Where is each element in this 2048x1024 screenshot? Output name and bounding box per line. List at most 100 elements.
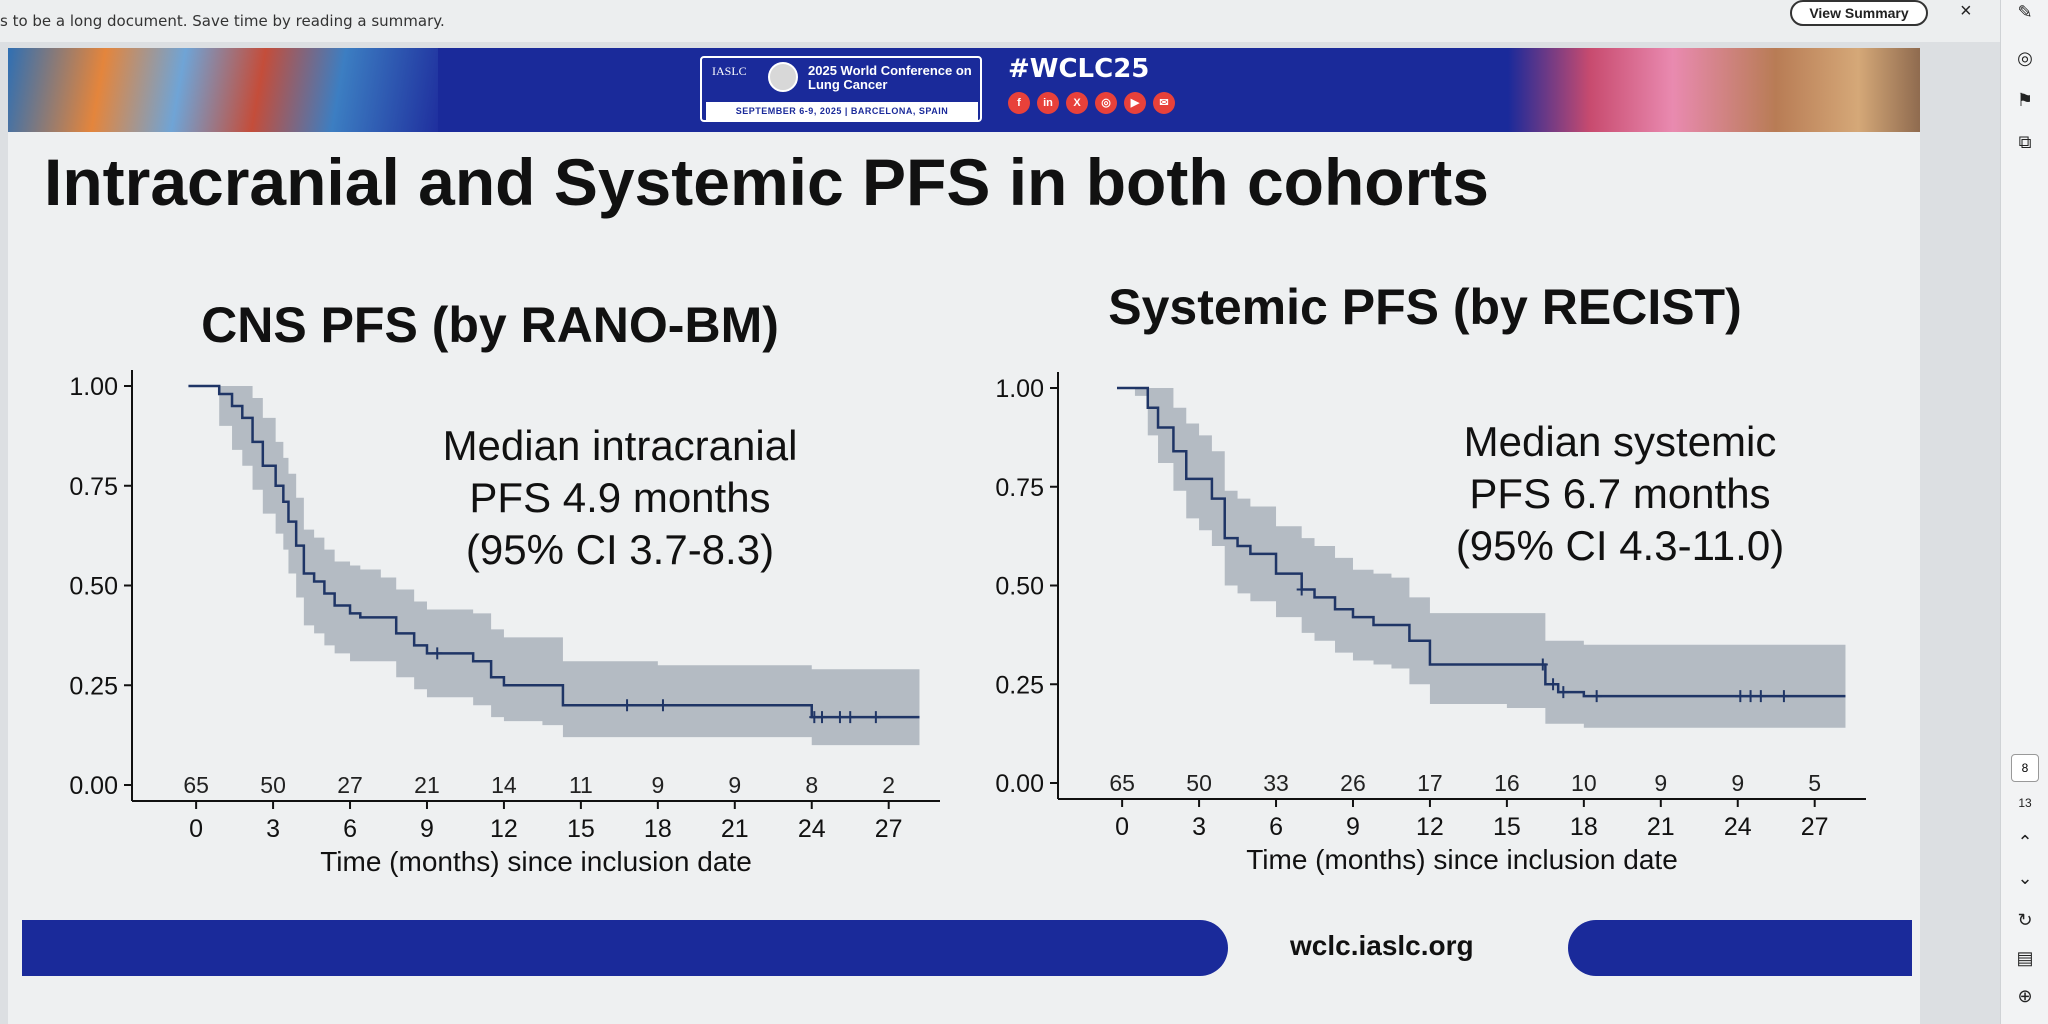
x-tick-label: 12 [490,815,518,843]
median-line-1: Median intracranial [442,422,798,469]
x-tick-label: 18 [644,815,672,843]
at-risk-count: 5 [1808,770,1821,796]
y-tick-label: 0.00 [69,772,118,800]
x-tick-label: 27 [1801,813,1829,841]
at-risk-count: 26 [1340,770,1366,796]
x-axis-label: Time (months) since inclusion date [320,846,752,877]
at-risk-count: 9 [728,772,741,798]
censor-mark [657,699,668,712]
x-tick-label: 15 [1493,813,1521,841]
censor-mark [1735,690,1746,703]
sync-icon[interactable]: ◎ [2017,48,2033,68]
at-risk-count: 9 [651,772,664,798]
banner-photo-left [8,48,438,132]
km-chart-cns: 0.00 0.25 0.50 0.75 1.00 0 65 3 50 6 27 9 21 12 14 15 11… [69,370,940,877]
chevron-down-icon[interactable]: ⌄ [2017,868,2033,888]
social-icons: f in X ◎ ▶ ✉ [1008,92,1175,114]
at-risk-count: 50 [260,772,286,798]
x-icon[interactable]: X [1066,92,1088,114]
median-line-3: (95% CI 4.3-11.0) [1455,522,1785,569]
youtube-icon[interactable]: ▶ [1124,92,1146,114]
at-risk-count: 10 [1571,770,1597,796]
at-risk-count: 8 [805,772,818,798]
at-risk-count: 9 [1654,770,1667,796]
chart-title-systemic: Systemic PFS (by RECIST) [1108,279,1742,335]
banner-photo-right [1508,48,1920,132]
x-tick-label: 6 [1269,813,1283,841]
at-risk-count: 65 [183,772,209,798]
x-axis-label: Time (months) since inclusion date [1246,844,1678,875]
y-tick-label: 0.00 [995,770,1044,798]
censor-mark [1548,678,1559,691]
wechat-icon[interactable]: ✉ [1153,92,1175,114]
close-summary-button[interactable]: × [1960,0,1972,22]
median-line-1: Median systemic [1463,418,1777,465]
x-tick-label: 21 [721,815,749,843]
censor-mark [1745,690,1756,703]
x-tick-label: 9 [1346,813,1360,841]
median-annotation-systemic: Median systemic PFS 6.7 months (95% CI 4… [1400,416,1840,572]
summary-icon[interactable]: ✎ [2017,2,2033,22]
censor-mark [432,647,443,660]
at-risk-count: 50 [1186,770,1212,796]
rotate-icon[interactable]: ↻ [2017,910,2033,930]
x-tick-label: 3 [1192,813,1206,841]
y-tick-label: 0.75 [995,474,1044,502]
footer-bar-left [22,920,1228,976]
facebook-icon[interactable]: f [1008,92,1030,114]
linkedin-icon[interactable]: in [1037,92,1059,114]
at-risk-count: 11 [569,772,593,798]
censor-mark [1296,583,1307,596]
km-chart-systemic: 0.00 0.25 0.50 0.75 1.00 0 65 3 50 6 33 9 26 12 17 15 16… [995,372,1866,875]
median-line-3: (95% CI 3.7-8.3) [465,526,775,573]
x-tick-label: 27 [875,815,903,843]
median-line-2: PFS 4.9 months [469,474,771,521]
x-tick-label: 15 [567,815,595,843]
at-risk-count: 2 [882,772,895,798]
y-tick-label: 1.00 [995,375,1044,403]
censor-mark [870,711,881,724]
page-total: 13 [2018,796,2032,810]
ci-band [1116,388,1846,728]
at-risk-count: 14 [491,772,517,798]
viewer-toolbar: ✎ ◎ ⚑ ⧉ 8 13 ⌃ ⌄ ↻ ▤ ⊕ [2000,0,2048,1024]
censor-mark [845,711,856,724]
x-tick-label: 6 [343,815,357,843]
slide-title: Intracranial and Systemic PFS in both co… [44,145,1489,219]
footer-url: wclc.iaslc.org [1290,930,1474,961]
conference-hashtag: #WCLC25 [1008,54,1150,84]
y-tick-label: 0.75 [69,473,118,501]
summary-prompt-text: s to be a long document. Save time by re… [0,12,445,30]
x-tick-label: 21 [1647,813,1675,841]
summary-bar: s to be a long document. Save time by re… [0,0,2000,42]
view-summary-button[interactable]: View Summary [1790,0,1928,26]
page-fit-icon[interactable]: ▤ [2016,948,2034,968]
chevron-up-icon[interactable]: ⌃ [2017,832,2033,852]
km-curve [188,384,920,719]
censor-mark [1591,690,1602,703]
x-tick-label: 18 [1570,813,1598,841]
median-line-2: PFS 6.7 months [1469,470,1771,517]
median-annotation-cns: Median intracranial PFS 4.9 months (95% … [390,420,850,576]
bookmark-icon[interactable]: ⚑ [2016,90,2034,110]
y-tick-label: 0.50 [995,573,1044,601]
x-tick-label: 9 [420,815,434,843]
conference-banner: IASLC 2025 World Conference on Lung Canc… [8,48,1920,132]
x-tick-label: 24 [1724,813,1752,841]
ci-band [188,386,920,746]
x-tick-label: 3 [266,815,280,843]
copy-icon[interactable]: ⧉ [2018,132,2032,152]
censor-mark [622,699,633,712]
slide: IASLC 2025 World Conference on Lung Canc… [8,48,1920,1024]
km-curve [1116,386,1846,698]
globe-icon [768,62,798,92]
censor-mark [1537,658,1548,671]
zoom-icon[interactable]: ⊕ [2017,986,2033,1006]
x-tick-label: 0 [189,815,203,843]
y-tick-label: 0.25 [69,672,118,700]
censor-mark [817,711,828,724]
conference-dates: SEPTEMBER 6-9, 2025 | BARCELONA, SPAIN [706,102,978,120]
page-number-input[interactable]: 8 [2011,754,2039,782]
instagram-icon[interactable]: ◎ [1095,92,1117,114]
conference-title: 2025 World Conference on Lung Cancer [808,63,972,92]
